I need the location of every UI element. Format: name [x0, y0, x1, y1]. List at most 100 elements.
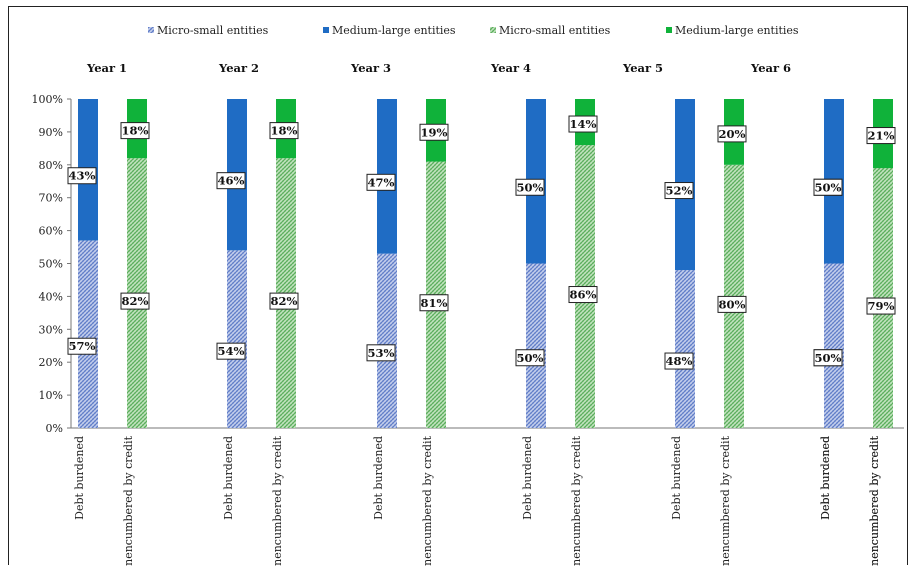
category-label-debt-4: Debt burdened	[521, 436, 534, 520]
label-unencumbered-micro-small-1-text: 82%	[122, 294, 149, 308]
label-unencumbered-medium-large-3-box	[419, 123, 449, 141]
label-debt-medium-large-3-text: 47%	[368, 175, 395, 189]
label-unencumbered-medium-large-2-box	[269, 122, 299, 140]
year-labels: Year 1 Year 2 Year 3 Year 4 Year 5 Year 6	[86, 61, 791, 75]
label-debt-medium-large-5-text: 52%	[666, 184, 693, 198]
y-tick-label: 50%	[39, 258, 63, 271]
label-unencumbered-medium-large-2: 18%	[269, 122, 299, 140]
y-tick-label: 100%	[32, 93, 63, 106]
label-unencumbered-micro-small-5: 80%	[717, 295, 747, 313]
label-unencumbered-medium-large-1-box	[120, 122, 150, 140]
legend-swatch-1	[148, 27, 154, 33]
label-debt-micro-small-4: 50%	[515, 349, 545, 367]
legend: Micro-small entities Medium-large entitie…	[148, 24, 799, 37]
category-label-debt-1: Debt burdened	[73, 436, 86, 520]
category-label-unencumbered-5: Unencumbered by credit	[719, 435, 732, 566]
year-label-5: Year 5	[622, 61, 663, 75]
label-unencumbered-micro-small-5-text: 80%	[719, 297, 746, 311]
label-debt-medium-large-4: 50%	[515, 178, 545, 196]
label-unencumbered-micro-small-3-box	[419, 294, 449, 312]
label-debt-medium-large-1: 43%	[67, 167, 97, 185]
label-debt-micro-small-2-text: 54%	[218, 344, 245, 358]
stacked-bar-chart: Micro-small entities Medium-large entitie…	[32, 24, 904, 566]
bar-debt-micro-small-4	[526, 263, 546, 428]
label-debt-medium-large-4-box	[515, 178, 545, 196]
category-label-unencumbered-3: Unencumbered by credit	[421, 435, 434, 566]
label-unencumbered-micro-small-1-box	[120, 292, 150, 310]
year-label-6: Year 6	[750, 61, 791, 75]
label-unencumbered-micro-small-4-text: 86%	[570, 288, 597, 302]
category-label-debt-7: Debt burdened	[819, 436, 832, 520]
label-debt-medium-large-5-box	[664, 182, 694, 200]
bar-debt-micro-small-7	[824, 263, 844, 428]
y-tick-label: 60%	[39, 225, 63, 238]
category-label-debt-6: Debt burdened	[819, 436, 832, 520]
y-tick-label: 80%	[39, 159, 63, 172]
label-debt-micro-small-1-box	[67, 337, 97, 355]
label-debt-medium-large-2-text: 46%	[218, 174, 245, 188]
x-category-labels: Debt burdened Unencumbered by credit Debt …	[73, 435, 881, 566]
label-debt-medium-large-4-text: 50%	[517, 180, 544, 194]
legend-swatch-3	[490, 27, 496, 33]
label-debt-micro-small-7-box	[813, 349, 843, 367]
label-debt-medium-large-2-box	[216, 172, 246, 190]
category-label-debt-3: Debt burdened	[372, 436, 385, 520]
label-debt-medium-large-7: 50%	[813, 178, 843, 196]
label-debt-medium-large-2: 46%	[216, 172, 246, 190]
label-debt-micro-small-7-text: 50%	[815, 351, 842, 365]
label-unencumbered-micro-small-7-box	[866, 297, 896, 315]
category-label-unencumbered-7: Unencumbered by credit	[868, 435, 881, 566]
year-label-3: Year 3	[350, 61, 391, 75]
label-unencumbered-medium-large-5-text: 20%	[719, 127, 746, 141]
label-debt-micro-small-3-text: 53%	[368, 346, 395, 360]
label-unencumbered-medium-large-1: 18%	[120, 122, 150, 140]
legend-label-3: Micro-small entities	[499, 24, 611, 37]
chart-frame: Micro-small entities Medium-large entitie…	[8, 6, 908, 566]
label-unencumbered-medium-large-1-text: 18%	[122, 124, 149, 138]
y-tick-label: 0%	[46, 422, 63, 435]
label-unencumbered-medium-large-7: 21%	[866, 127, 896, 145]
label-debt-medium-large-3: 47%	[366, 173, 396, 191]
label-unencumbered-medium-large-4-text: 14%	[570, 117, 597, 131]
legend-swatch-2	[323, 27, 329, 33]
label-unencumbered-micro-small-4: 86%	[568, 286, 598, 304]
label-debt-micro-small-3-box	[366, 344, 396, 362]
y-tick-label: 70%	[39, 192, 63, 205]
label-unencumbered-medium-large-3-text: 19%	[421, 125, 448, 139]
label-unencumbered-medium-large-2-text: 18%	[271, 124, 298, 138]
label-debt-micro-small-7: 50%	[813, 349, 843, 367]
label-unencumbered-micro-small-4-box	[568, 286, 598, 304]
label-debt-medium-large-1-box	[67, 167, 97, 185]
label-unencumbered-micro-small-2: 82%	[269, 292, 299, 310]
year-label-1: Year 1	[86, 61, 127, 75]
label-unencumbered-micro-small-1: 82%	[120, 292, 150, 310]
y-tick-label: 90%	[39, 126, 63, 139]
label-debt-medium-large-1-text: 43%	[69, 169, 96, 183]
label-debt-micro-small-5: 48%	[664, 352, 694, 370]
label-debt-micro-small-2-box	[216, 342, 246, 360]
label-debt-micro-small-5-box	[664, 352, 694, 370]
bar-debt-micro-small-1	[78, 240, 98, 428]
label-unencumbered-medium-large-7-text: 21%	[868, 129, 895, 143]
y-tick-label: 30%	[39, 323, 63, 336]
label-debt-micro-small-4-text: 50%	[517, 351, 544, 365]
label-debt-micro-small-1: 57%	[67, 337, 97, 355]
label-unencumbered-micro-small-2-box	[269, 292, 299, 310]
label-unencumbered-medium-large-7-box	[866, 127, 896, 145]
label-debt-medium-large-7-text: 50%	[815, 180, 842, 194]
year-label-2: Year 2	[218, 61, 259, 75]
y-tick-label: 10%	[39, 389, 63, 402]
label-debt-micro-small-1-text: 57%	[69, 339, 96, 353]
label-debt-medium-large-3-box	[366, 173, 396, 191]
bar-debt-micro-small-3	[377, 253, 397, 428]
category-label-unencumbered-6: Unencumbered by credit	[868, 435, 881, 566]
label-unencumbered-micro-small-2-text: 82%	[271, 294, 298, 308]
label-debt-medium-large-7-box	[813, 178, 843, 196]
category-label-debt-2: Debt burdened	[222, 436, 235, 520]
category-label-unencumbered-1: Unencumbered by credit	[122, 435, 135, 566]
label-unencumbered-medium-large-5-box	[717, 125, 747, 143]
year-label-4: Year 4	[490, 61, 531, 75]
label-unencumbered-micro-small-7: 79%	[866, 297, 896, 315]
label-unencumbered-medium-large-5: 20%	[717, 125, 747, 143]
category-label-unencumbered-2: Unencumbered by credit	[271, 435, 284, 566]
